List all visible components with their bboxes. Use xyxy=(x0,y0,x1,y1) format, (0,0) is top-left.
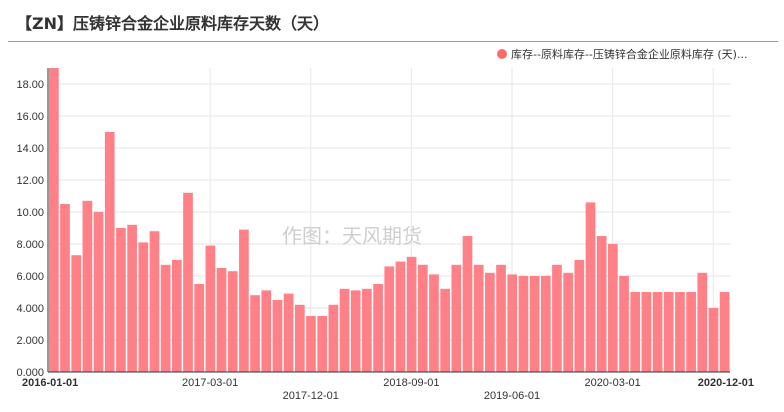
bar[interactable] xyxy=(216,268,227,372)
bar[interactable] xyxy=(93,212,104,372)
bar[interactable] xyxy=(160,264,171,372)
y-tick-label: 4.000 xyxy=(16,303,44,315)
bar[interactable] xyxy=(283,293,294,372)
bar[interactable] xyxy=(194,284,205,372)
bar[interactable] xyxy=(697,272,708,372)
y-tick-label: 10.00 xyxy=(16,207,44,219)
bar[interactable] xyxy=(250,295,260,372)
bar[interactable] xyxy=(608,244,618,372)
bar[interactable] xyxy=(294,304,305,372)
bar[interactable] xyxy=(362,288,372,372)
bar[interactable] xyxy=(127,224,137,372)
bar[interactable] xyxy=(239,229,249,372)
y-tick-label: 16.00 xyxy=(16,111,44,123)
x-tick-label: 2018-09-01 xyxy=(383,377,439,389)
bar[interactable] xyxy=(596,236,607,372)
bar[interactable] xyxy=(663,292,674,372)
bar[interactable] xyxy=(328,304,339,372)
bar[interactable] xyxy=(652,292,663,372)
legend[interactable]: 库存--原料库存--压铸锌合金企业原料库存 (天)... xyxy=(497,46,747,62)
x-tick-label: 2017-12-01 xyxy=(283,390,339,402)
bar[interactable] xyxy=(451,264,462,372)
bars xyxy=(49,68,730,372)
bar[interactable] xyxy=(350,290,361,372)
bar[interactable] xyxy=(496,264,506,372)
legend-label: 库存--原料库存--压铸锌合金企业原料库存 (天)... xyxy=(511,48,748,61)
x-tick-label: 2020-12-01 xyxy=(698,377,754,389)
bar[interactable] xyxy=(529,276,540,372)
bar[interactable] xyxy=(138,242,149,372)
bar[interactable] xyxy=(686,292,696,372)
y-tick-label: 8.000 xyxy=(16,239,44,251)
chart-title: 【ZN】压铸锌合金企业原料库存天数（天） xyxy=(16,14,329,33)
y-tick-label: 0.000 xyxy=(16,367,44,379)
bar[interactable] xyxy=(272,300,283,372)
y-tick-label: 18.00 xyxy=(16,79,44,91)
bar[interactable] xyxy=(261,290,272,372)
x-tick-label: 2016-01-01 xyxy=(22,377,78,389)
x-tick-label: 2019-06-01 xyxy=(484,390,540,402)
bar[interactable] xyxy=(507,274,518,372)
x-axis: 2016-01-01 2017-03-01 2017-12-01 2018-09-01… xyxy=(22,371,754,402)
bar[interactable] xyxy=(104,132,115,372)
y-axis: 0.000 2.000 4.000 6.000 8.000 10.00 12.00 14.00… xyxy=(16,68,49,379)
bar[interactable] xyxy=(585,202,596,372)
bar[interactable] xyxy=(71,255,82,372)
bar[interactable] xyxy=(518,276,529,372)
bar[interactable] xyxy=(552,264,562,372)
bar[interactable] xyxy=(708,308,719,372)
bar[interactable] xyxy=(406,256,417,372)
bar[interactable] xyxy=(485,272,495,372)
bar[interactable] xyxy=(82,200,93,372)
bar[interactable] xyxy=(227,271,238,372)
bar[interactable] xyxy=(384,266,395,372)
watermark: 作图：天风期货 xyxy=(282,224,422,248)
bar[interactable] xyxy=(630,292,641,372)
bar[interactable] xyxy=(339,288,350,372)
bar[interactable] xyxy=(574,260,585,372)
bar[interactable] xyxy=(641,292,652,372)
x-tick-label: 2017-03-01 xyxy=(182,377,238,389)
bar[interactable] xyxy=(49,68,59,372)
bar[interactable] xyxy=(395,261,406,372)
bar[interactable] xyxy=(60,204,70,372)
x-tick-label: 2020-03-01 xyxy=(584,377,640,389)
bar[interactable] xyxy=(317,316,328,372)
y-tick-label: 12.00 xyxy=(16,175,44,187)
bar[interactable] xyxy=(183,192,193,372)
y-tick-label: 14.00 xyxy=(16,143,44,155)
bar[interactable] xyxy=(306,316,316,372)
bar[interactable] xyxy=(619,276,629,372)
bar[interactable] xyxy=(563,272,573,372)
bar[interactable] xyxy=(429,274,439,372)
bar[interactable] xyxy=(440,288,450,372)
bar[interactable] xyxy=(417,264,428,372)
y-tick-label: 6.000 xyxy=(16,271,44,283)
bar[interactable] xyxy=(675,292,685,372)
y-tick-label: 2.000 xyxy=(16,335,44,347)
legend-swatch-icon xyxy=(497,49,507,59)
bar[interactable] xyxy=(205,245,216,372)
title-divider xyxy=(8,41,778,42)
bar[interactable] xyxy=(373,284,383,372)
bar[interactable] xyxy=(473,264,484,372)
bar[interactable] xyxy=(719,292,730,372)
bar[interactable] xyxy=(171,260,182,372)
bar[interactable] xyxy=(116,228,126,372)
bar[interactable] xyxy=(462,236,473,372)
bar[interactable] xyxy=(540,276,551,372)
bar[interactable] xyxy=(149,231,160,372)
